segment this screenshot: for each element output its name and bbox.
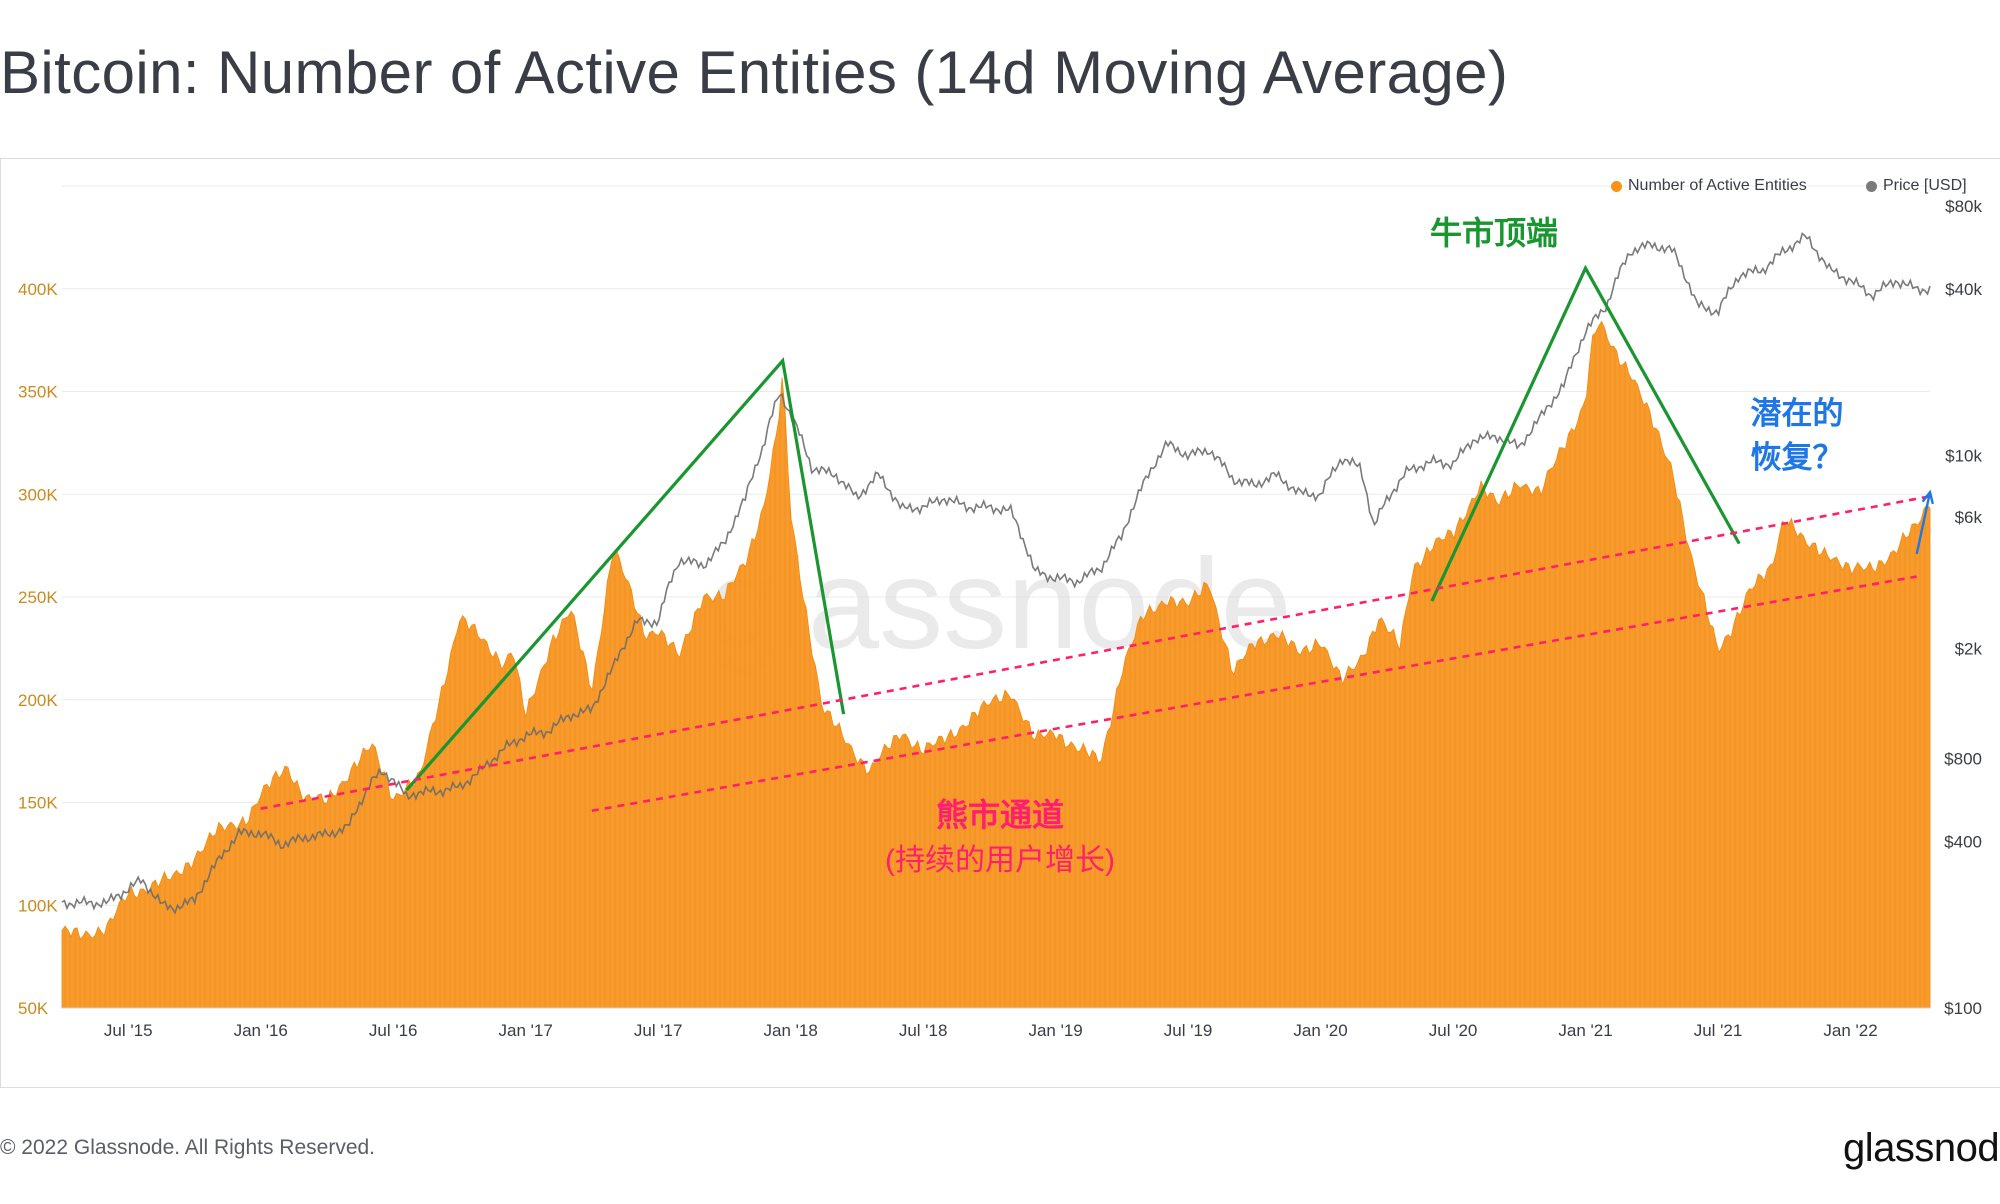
legend-entities-label: Number of Active Entities — [1628, 177, 1807, 194]
right-tick-label-4: $6k — [1955, 508, 1983, 527]
x-tick-label-8: Jul '19 — [1164, 1021, 1213, 1040]
bear-channel-sub-label: (持续的用户增长) — [885, 844, 1115, 877]
annotation-text-layer: 牛市顶端 熊市通道 (持续的用户增长) 潜在的 恢复？ — [885, 215, 1843, 877]
right-tick-label-5: $10k — [1945, 446, 1982, 465]
x-tick-label-2: Jul '16 — [369, 1021, 418, 1040]
page-title: Bitcoin: Number of Active Entities (14d … — [0, 39, 1509, 106]
entities-area — [61, 320, 1931, 1009]
left-tick-label-4: 250K — [18, 588, 58, 607]
recovery-label-line1: 潜在的 — [1751, 396, 1844, 431]
x-tick-label-12: Jul '21 — [1694, 1021, 1743, 1040]
x-axis: Jul '15 Jan '16 Jul '16 Jan '17 Jul '17 Jan '… — [104, 1021, 1878, 1040]
bear_channel_lower-line — [591, 575, 1918, 812]
left-tick-label-5: 300K — [18, 485, 58, 504]
right-axis: $100 $400 $800 $2k $6k $10k $40k $80k — [1944, 197, 1982, 1018]
bull-top-label: 牛市顶端 — [1430, 215, 1558, 251]
left-tick-label-2: 150K — [18, 794, 58, 813]
right-tick-label-3: $2k — [1955, 640, 1983, 659]
right-tick-label-2: $800 — [1944, 750, 1982, 769]
x-tick-label-13: Jan '22 — [1823, 1021, 1877, 1040]
left-tick-label-6: 350K — [18, 383, 58, 402]
left-tick-label-1: 100K — [18, 896, 58, 915]
legend-price[interactable]: Price [USD] — [1866, 175, 1967, 197]
bull_run_1-line — [405, 357, 846, 792]
recovery-arrow-shaft — [1915, 491, 1932, 555]
right-tick-label-0: $100 — [1944, 999, 1982, 1018]
legend-entities-swatch — [1611, 180, 1622, 192]
x-tick-label-6: Jul '18 — [899, 1021, 948, 1040]
x-tick-label-3: Jan '17 — [499, 1021, 553, 1040]
x-tick-label-7: Jan '19 — [1028, 1021, 1082, 1040]
x-tick-label-9: Jan '20 — [1293, 1021, 1347, 1040]
legend-price-swatch — [1866, 180, 1877, 192]
x-tick-label-5: Jan '18 — [764, 1021, 818, 1040]
x-tick-label-10: Jul '20 — [1429, 1021, 1478, 1040]
left-axis: 50K 100K 150K 200K 250K 300K 350K 400K — [18, 280, 58, 1018]
price-line-layer — [61, 232, 1931, 915]
bear_channel_upper-line — [260, 495, 1931, 810]
bull_run_2-line — [1430, 264, 1741, 602]
chart-panel — [0, 158, 2000, 1088]
x-tick-label-0: Jul '15 — [104, 1021, 153, 1040]
annotation-layer — [260, 264, 1934, 812]
left-tick-label-7: 400K — [18, 280, 58, 299]
x-tick-label-11: Jan '21 — [1558, 1021, 1612, 1040]
glassnode-logo[interactable]: glassnode — [1843, 1126, 2000, 1170]
legend-price-label: Price [USD] — [1883, 177, 1967, 194]
recovery-label-line2: 恢复？ — [1751, 440, 1844, 475]
x-tick-label-4: Jul '17 — [634, 1021, 683, 1040]
left-tick-label-3: 200K — [18, 691, 58, 710]
right-tick-label-1: $400 — [1944, 833, 1982, 852]
bear-channel-label: 熊市通道 — [936, 797, 1064, 833]
right-tick-label-7: $80k — [1945, 197, 1982, 216]
legend-entities[interactable]: Number of Active Entities — [1611, 175, 1807, 197]
recovery-arrow-head — [1921, 489, 1934, 505]
right-tick-label-6: $40k — [1945, 280, 1982, 299]
x-tick-label-1: Jan '16 — [234, 1021, 288, 1040]
left-tick-label-0: 50K — [18, 999, 49, 1018]
copyright-text: © 2022 Glassnode. All Rights Reserved. — [0, 1136, 376, 1159]
price-line — [61, 232, 1931, 915]
